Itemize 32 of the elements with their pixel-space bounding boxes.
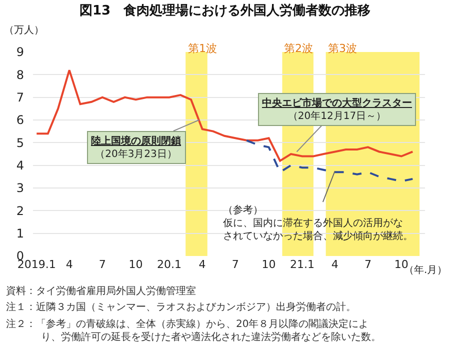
y-tick-label: 5: [16, 136, 24, 150]
line-series: [246, 139, 414, 182]
x-tick-label: 4: [331, 258, 338, 271]
x-tick-label: 7: [98, 258, 106, 271]
x-tick-label: 4: [198, 258, 206, 271]
y-tick-label: 6: [16, 113, 24, 128]
y-tick-label: 4: [16, 158, 24, 173]
band-label: 第3波: [328, 42, 357, 55]
x-tick-label: 7: [232, 258, 239, 271]
y-axis-title: （万人）: [4, 25, 44, 36]
y-tick-label: 7: [16, 90, 24, 105]
band-label: 第2波: [284, 42, 313, 55]
annotation: 陸上国境の原則閉鎖（20年3月23日）: [91, 135, 182, 160]
band-label: 第1波: [188, 42, 217, 55]
y-tick-label: 2: [16, 204, 24, 218]
x-tick-label: 10: [262, 258, 276, 271]
annotation: 中央エビ市場での大型クラスター（20年12月17日～）: [262, 97, 412, 122]
x-tick-label: 10: [128, 258, 143, 271]
y-tick-label: 3: [16, 181, 24, 196]
text: 注１：近隣３カ国（ミャンマー、ラオスおよびカンボジア）出身労働者の計。: [6, 301, 356, 313]
chart-title: 図13 食肉処理場における外国人労働者数の推移: [79, 2, 371, 18]
y-tick-label: 1: [16, 226, 24, 241]
x-tick-label: 4: [66, 258, 73, 271]
x-tick-label: 21.1: [290, 258, 314, 271]
text: 注２：「参考」の青破線は、全体（赤実線）から、20年８月以降の閣議決定により、労働許可の延長を受けた者や適法化された違法労働者などを除いた数。: [6, 318, 381, 343]
y-tick-label: 8: [16, 68, 24, 82]
x-tick-label: 7: [364, 258, 372, 271]
y-tick-label: 9: [16, 45, 24, 60]
x-tick-label: 20.1: [156, 258, 182, 271]
line-series: [36, 69, 414, 162]
x-tick-label: 10: [394, 258, 408, 271]
text: 資料：タイ労働省雇用局外国人労働管理室: [6, 285, 196, 297]
